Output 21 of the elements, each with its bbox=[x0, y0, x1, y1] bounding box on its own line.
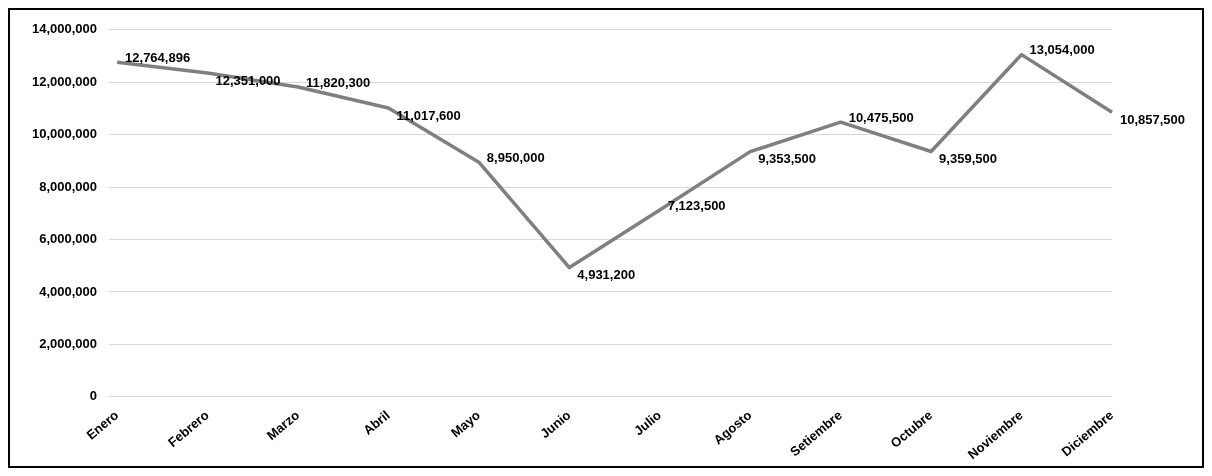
y-tick-label: 14,000,000 bbox=[31, 21, 98, 37]
y-tick-label: 10,000,000 bbox=[31, 126, 98, 142]
data-label: 8,950,000 bbox=[486, 149, 545, 165]
y-tick-label: 6,000,000 bbox=[39, 231, 98, 247]
data-label: 10,475,500 bbox=[848, 109, 914, 125]
data-label: 13,054,000 bbox=[1029, 42, 1095, 58]
data-label: 11,820,300 bbox=[305, 74, 371, 90]
y-tick-label: 4,000,000 bbox=[39, 283, 98, 299]
x-tick-label: Julio bbox=[631, 407, 665, 439]
y-tick-label: 0 bbox=[89, 388, 98, 404]
y-tick-label: 2,000,000 bbox=[39, 336, 98, 351]
data-label: 11,017,600 bbox=[396, 107, 461, 123]
data-label: 12,351,000 bbox=[215, 72, 281, 88]
data-label: 7,123,500 bbox=[667, 197, 726, 213]
y-tick-label: 8,000,000 bbox=[39, 178, 98, 194]
y-tick-label: 12,000,000 bbox=[31, 73, 98, 89]
data-label: 9,353,500 bbox=[758, 151, 817, 167]
data-label: 4,931,200 bbox=[577, 267, 636, 283]
data-label: 9,359,500 bbox=[939, 151, 997, 167]
data-label: 12,764,896 bbox=[125, 49, 191, 65]
data-label: 10,857,500 bbox=[1120, 111, 1186, 127]
